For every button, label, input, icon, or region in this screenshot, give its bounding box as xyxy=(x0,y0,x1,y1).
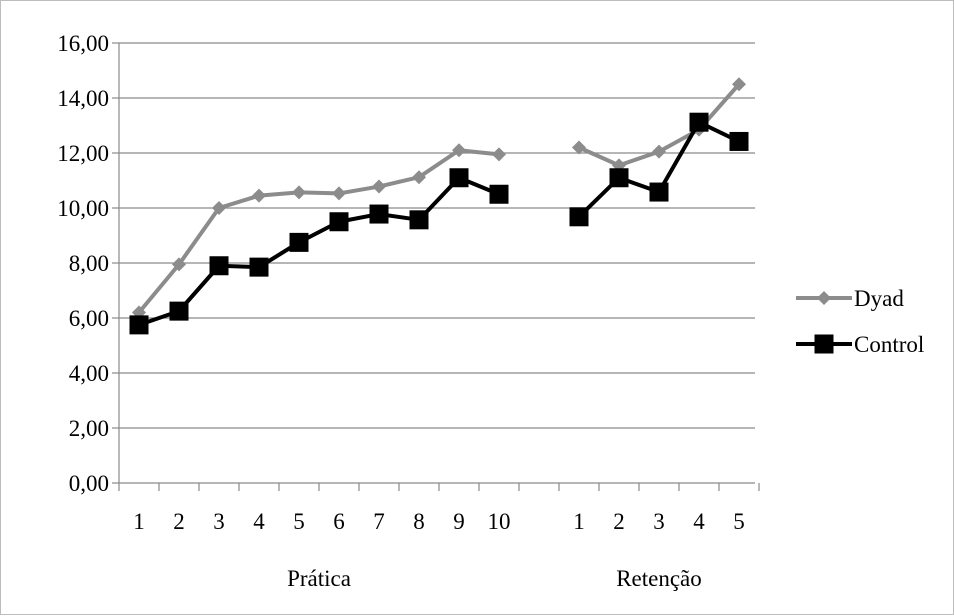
series-line xyxy=(138,175,500,327)
data-point-square xyxy=(249,257,269,277)
x-tick-label: 1 xyxy=(573,509,585,534)
data-point-diamond xyxy=(572,140,586,155)
data-point-diamond xyxy=(372,179,386,194)
x-tick-label: 6 xyxy=(333,509,345,534)
data-point-diamond xyxy=(212,201,226,215)
x-tick-label: 2 xyxy=(613,509,625,534)
data-point-diamond xyxy=(252,188,266,203)
data-point-square xyxy=(449,168,469,188)
x-tick-label: 7 xyxy=(373,509,385,534)
x-tick-label: 4 xyxy=(693,509,705,534)
legend: Dyad Control xyxy=(796,286,924,357)
data-point-square xyxy=(329,212,349,232)
axes xyxy=(112,42,760,491)
y-tick-label: 10,00 xyxy=(57,196,109,221)
y-tick-label: 6,00 xyxy=(69,306,109,331)
data-point-square xyxy=(209,256,229,276)
labels: 0,00 2,00 4,00 6,00 8,00 10,00 12,00 14,00 16,00… xyxy=(57,31,745,591)
x-tick-label: 9 xyxy=(453,509,465,534)
data-point-square xyxy=(129,315,149,335)
data-point-square xyxy=(289,232,309,252)
data-point-square xyxy=(649,182,669,202)
x-tick-label: 8 xyxy=(413,509,425,534)
data-point-diamond xyxy=(817,291,831,305)
x-tick-label: 3 xyxy=(213,509,225,534)
x-tick-label: 5 xyxy=(293,509,305,534)
y-tick-label: 2,00 xyxy=(69,416,109,441)
data-point-diamond xyxy=(412,170,426,185)
x-group-label: Prática xyxy=(287,566,351,591)
data-point-diamond xyxy=(332,186,346,201)
x-tick-label: 4 xyxy=(253,509,265,534)
y-tick-label: 8,00 xyxy=(69,251,109,276)
data-point-square xyxy=(689,112,709,132)
data-point-diamond xyxy=(452,143,466,158)
series-control xyxy=(129,112,749,335)
data-point-square xyxy=(569,207,589,227)
data-point-diamond xyxy=(292,185,306,200)
data-point-diamond xyxy=(732,77,746,92)
y-tick-label: 0,00 xyxy=(69,471,109,496)
data-point-diamond xyxy=(652,144,666,159)
data-point-square xyxy=(489,184,509,204)
data-point-square xyxy=(609,168,629,188)
data-point-square xyxy=(409,210,429,230)
series-line xyxy=(137,148,500,314)
series xyxy=(129,77,749,335)
legend-item-control: Control xyxy=(796,332,924,357)
x-tick-label: 2 xyxy=(173,509,185,534)
data-point-diamond xyxy=(492,147,506,162)
data-point-square xyxy=(729,131,749,151)
y-tick-label: 14,00 xyxy=(57,86,109,111)
data-point-diamond xyxy=(172,257,186,272)
x-tick-label: 10 xyxy=(488,509,511,534)
data-point-square xyxy=(814,334,834,354)
data-point-square xyxy=(169,301,189,321)
x-tick-label: 1 xyxy=(133,509,145,534)
legend-label: Control xyxy=(854,332,924,357)
gridlines xyxy=(119,42,755,429)
legend-item-dyad: Dyad xyxy=(796,286,904,311)
x-group-label: Retenção xyxy=(616,566,702,591)
y-tick-label: 12,00 xyxy=(57,141,109,166)
series-line xyxy=(577,120,740,219)
legend-label: Dyad xyxy=(854,286,904,311)
x-tick-label: 3 xyxy=(653,509,665,534)
data-point-square xyxy=(369,204,389,224)
y-tick-label: 16,00 xyxy=(57,31,109,56)
x-tick-label: 5 xyxy=(733,509,745,534)
y-tick-label: 4,00 xyxy=(69,361,109,386)
